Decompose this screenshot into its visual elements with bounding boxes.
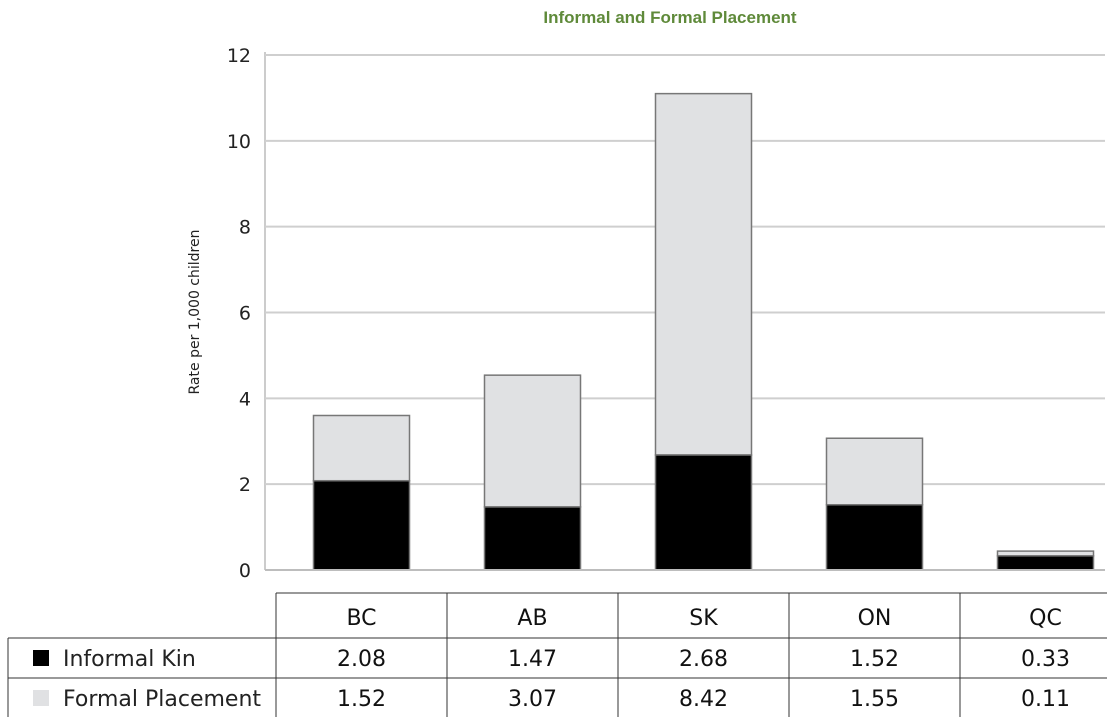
data-label-formal-placement-bc: 1.52 [337, 687, 386, 712]
bar-segment-formal-placement-on [825, 437, 924, 506]
bar-segment-formal-placement-sk [654, 92, 753, 456]
chart-title: Informal and Formal Placement [543, 8, 797, 27]
data-label-formal-placement-qc: 0.11 [1021, 687, 1070, 712]
y-tick-label: 8 [239, 217, 251, 239]
legend-swatch-formal-placement [33, 690, 49, 706]
bar-segment-formal-placement-ab [483, 374, 582, 508]
x-tick-label-sk: SK [689, 606, 718, 631]
legend-label-informal-kin: Informal Kin [63, 647, 196, 672]
data-label-formal-placement-ab: 3.07 [508, 687, 557, 712]
x-tick-label-bc: BC [346, 606, 376, 631]
y-tick-label: 0 [239, 560, 251, 582]
data-label-informal-kin-on: 1.52 [850, 647, 899, 672]
bar-segment-formal-placement-bc [312, 414, 411, 482]
legend-label-formal-placement: Formal Placement [63, 687, 261, 712]
y-tick-label: 10 [227, 131, 251, 153]
data-label-informal-kin-sk: 2.68 [679, 647, 728, 672]
y-tick-label: 2 [239, 474, 251, 496]
bar-segment-informal-kin-bc [312, 479, 411, 571]
data-label-formal-placement-on: 1.55 [850, 687, 899, 712]
data-label-formal-placement-sk: 8.42 [679, 687, 728, 712]
bar-segment-informal-kin-ab [483, 506, 582, 571]
y-tick-label: 4 [239, 388, 251, 410]
bar-segment-informal-kin-sk [654, 454, 753, 571]
x-tick-label-ab: AB [517, 606, 547, 631]
bar-segment-informal-kin-qc [996, 555, 1095, 571]
data-label-informal-kin-bc: 2.08 [337, 647, 386, 672]
x-tick-label-qc: QC [1029, 606, 1062, 631]
data-label-informal-kin-ab: 1.47 [508, 647, 557, 672]
bar-segment-informal-kin-on [825, 504, 924, 571]
y-tick-label: 12 [227, 45, 251, 67]
legend-swatch-informal-kin [33, 650, 49, 666]
x-tick-label-on: ON [858, 606, 892, 631]
data-label-informal-kin-qc: 0.33 [1021, 647, 1070, 672]
y-tick-label: 6 [239, 303, 251, 325]
